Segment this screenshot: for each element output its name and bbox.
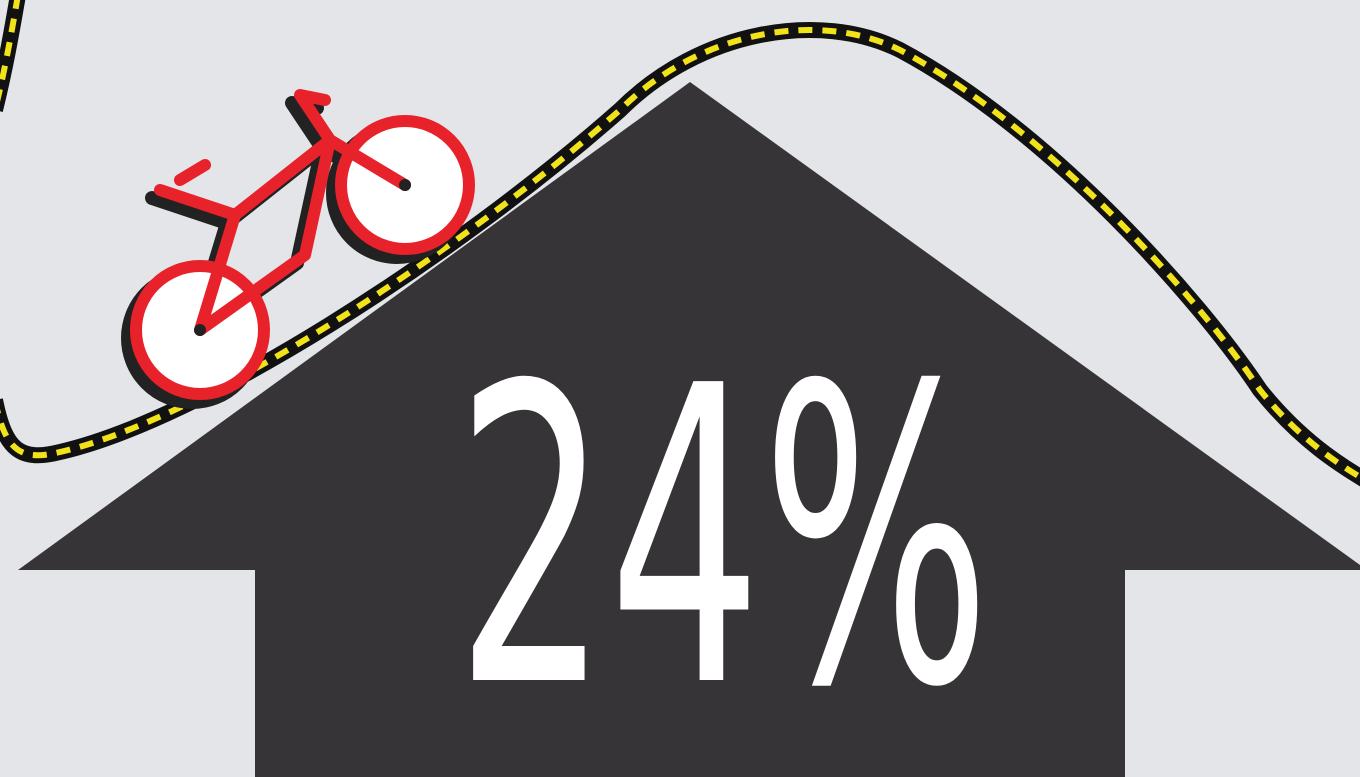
stat-value: 24% bbox=[456, 299, 991, 777]
hub bbox=[399, 179, 411, 191]
infographic: 24% bbox=[0, 0, 1360, 777]
page: {"stat": {"value": "24%"}} 24% (() => { … bbox=[0, 0, 1360, 777]
hub bbox=[194, 324, 206, 336]
